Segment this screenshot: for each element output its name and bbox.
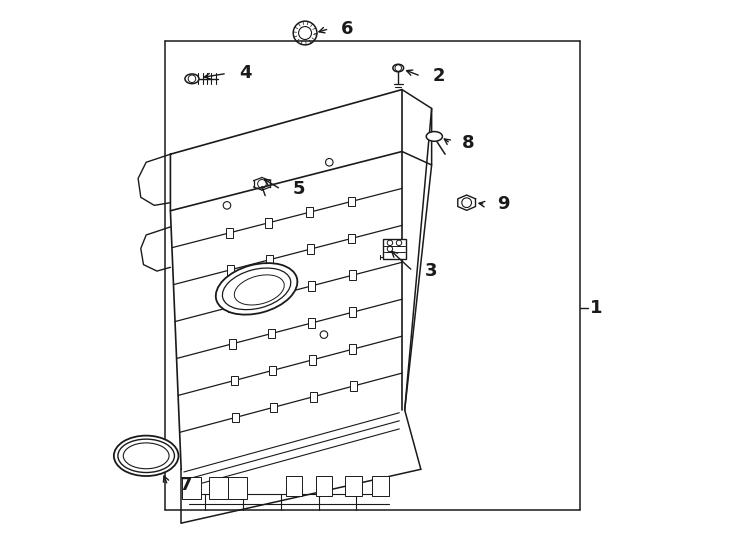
Bar	[269, 366, 276, 375]
Bar	[348, 197, 355, 206]
Ellipse shape	[222, 268, 291, 309]
Bar	[308, 281, 315, 291]
Bar	[228, 302, 236, 312]
Ellipse shape	[185, 74, 199, 84]
Bar	[209, 477, 228, 499]
Bar	[226, 228, 233, 238]
Bar	[349, 381, 357, 391]
Bar	[269, 403, 277, 413]
Bar	[307, 244, 314, 254]
Bar	[267, 292, 274, 301]
Bar	[232, 413, 239, 422]
Bar	[266, 255, 273, 265]
Text: 9: 9	[498, 195, 510, 213]
Bar	[286, 476, 302, 496]
Text: 6: 6	[341, 19, 354, 38]
Circle shape	[462, 198, 471, 207]
Ellipse shape	[114, 436, 178, 476]
Text: 3: 3	[425, 262, 437, 280]
Text: 5: 5	[293, 180, 305, 198]
Bar	[228, 477, 247, 499]
Bar	[349, 345, 356, 354]
Bar	[349, 307, 356, 317]
Bar	[182, 477, 201, 499]
Bar	[348, 234, 355, 243]
Bar	[308, 318, 316, 328]
Bar	[310, 392, 316, 402]
Text: 4: 4	[239, 64, 251, 83]
Bar	[227, 265, 234, 275]
Text: 1: 1	[589, 299, 602, 316]
Text: 7: 7	[180, 476, 192, 495]
Bar	[372, 476, 388, 496]
Bar	[346, 476, 362, 496]
Bar	[383, 239, 406, 259]
Bar	[309, 355, 316, 365]
Bar	[349, 271, 355, 280]
Bar	[265, 218, 272, 228]
Bar	[230, 339, 236, 348]
Bar	[230, 376, 238, 386]
Bar	[316, 476, 332, 496]
Text: 2: 2	[433, 67, 446, 85]
Ellipse shape	[216, 263, 297, 315]
Text: 8: 8	[462, 134, 475, 152]
Bar	[307, 207, 313, 217]
Bar	[268, 329, 275, 339]
Ellipse shape	[426, 132, 443, 141]
Ellipse shape	[393, 64, 404, 72]
